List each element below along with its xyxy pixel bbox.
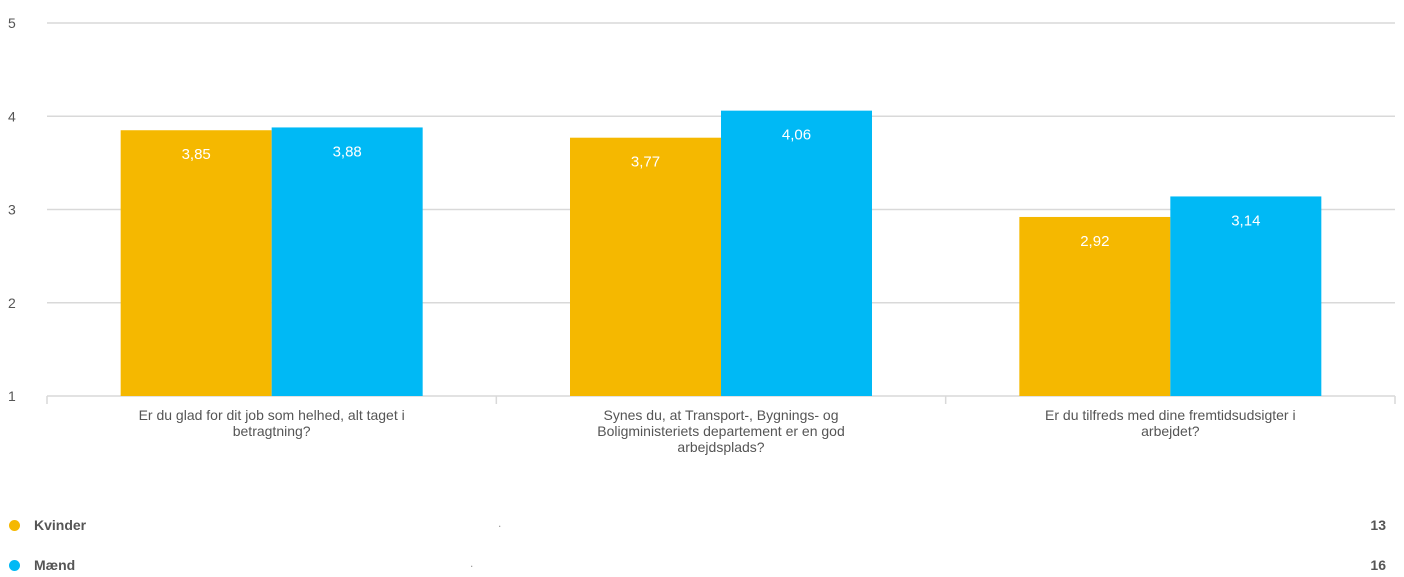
legend-dot-icon: [9, 520, 20, 531]
data-label: 3,77: [631, 154, 660, 171]
x-category-label: Boligministeriets departement er en god: [597, 423, 844, 439]
legend-item-kvinder[interactable]: Kvinder . 13: [0, 516, 1404, 536]
legend-item-maend[interactable]: Mænd . 16: [0, 556, 1404, 576]
x-category-label: Er du tilfreds med dine fremtidsudsigter…: [1045, 407, 1296, 423]
legend-label: Mænd: [34, 557, 76, 573]
legend-separator: .: [498, 516, 502, 530]
x-category-label: Er du glad for dit job som helhed, alt t…: [139, 407, 405, 423]
bar-mænd: [1170, 196, 1322, 396]
legend-count: 13: [1370, 517, 1386, 533]
bar-mænd: [271, 127, 423, 396]
x-category-label: betragtning?: [233, 423, 311, 439]
x-category-label: Synes du, at Transport-, Bygnings- og: [603, 407, 838, 423]
bar-chart: 1 2 3 4 5 3,85 3,88 Er du glad for dit job som …: [8, 15, 1396, 455]
bar-mænd: [721, 110, 872, 396]
y-tick-label: 3: [8, 202, 16, 218]
legend-dot-icon: [9, 560, 20, 571]
bar-kvinder: [120, 130, 272, 397]
data-label: 3,88: [333, 143, 362, 160]
data-label: 4,06: [782, 127, 811, 144]
x-category-label: arbejdsplads?: [677, 439, 764, 455]
y-tick-label: 2: [8, 295, 16, 311]
y-tick-label: 4: [8, 108, 16, 124]
y-tick-label: 1: [8, 388, 16, 404]
legend-count: 16: [1370, 557, 1386, 573]
data-label: 3,14: [1231, 212, 1260, 229]
bar-kvinder: [570, 137, 721, 396]
data-label: 3,85: [182, 146, 211, 163]
data-label: 2,92: [1080, 233, 1109, 250]
bar-kvinder: [1019, 216, 1171, 396]
y-tick-label: 5: [8, 15, 16, 31]
legend-label: Kvinder: [34, 517, 87, 533]
legend-separator: .: [470, 556, 474, 570]
x-category-label: arbejdet?: [1141, 423, 1200, 439]
